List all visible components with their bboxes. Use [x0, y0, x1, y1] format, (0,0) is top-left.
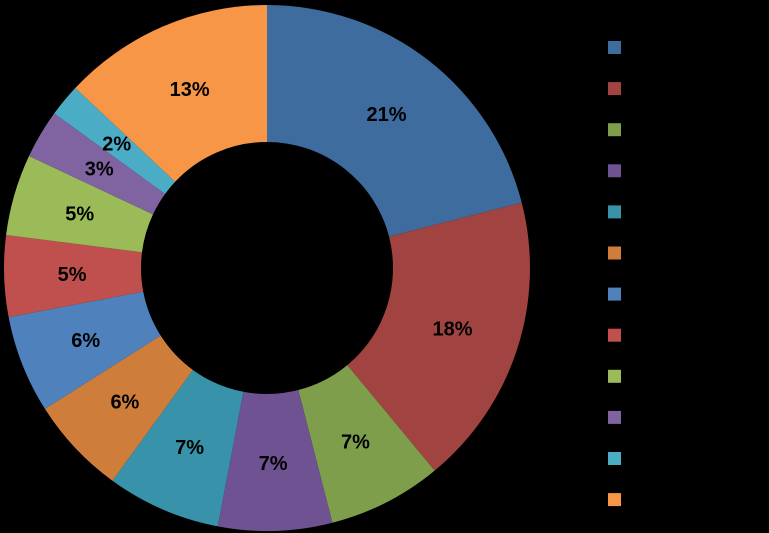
- donut-segment-9: [6, 156, 153, 253]
- data-label-8: 5%: [58, 264, 87, 286]
- donut-segment-4: [217, 390, 333, 532]
- data-label-7: 6%: [71, 330, 100, 352]
- legend-swatch-5: [608, 205, 621, 219]
- legend-swatch-2: [608, 82, 621, 96]
- data-label-5: 7%: [175, 437, 204, 459]
- donut-segment-12: [75, 5, 267, 182]
- legend-swatch-9: [608, 369, 621, 383]
- donut-segment-8: [3, 235, 144, 318]
- donut-segment-1: [267, 5, 522, 237]
- legend-swatch-6: [608, 246, 621, 260]
- legend-swatch-8: [608, 328, 621, 342]
- data-label-6: 6%: [110, 392, 139, 414]
- donut-segment-2: [347, 202, 531, 471]
- data-label-1: 21%: [366, 104, 406, 126]
- donut-segment-10: [29, 113, 166, 215]
- legend-swatch-10: [608, 410, 621, 424]
- legend-swatch-3: [608, 123, 621, 137]
- donut-segment-6: [44, 335, 193, 481]
- legend-swatch-7: [608, 287, 621, 301]
- data-label-2: 18%: [432, 318, 472, 340]
- legend-swatch-12: [608, 493, 621, 507]
- legend-swatch-4: [608, 164, 621, 178]
- data-label-4: 7%: [259, 453, 288, 475]
- data-label-12: 13%: [170, 79, 210, 101]
- donut-segment-3: [298, 365, 435, 523]
- donut-segment-5: [112, 369, 244, 527]
- donut-segment-7: [8, 291, 161, 409]
- donut-segment-11: [54, 87, 176, 194]
- legend-swatch-11: [608, 452, 621, 465]
- data-label-11: 2%: [102, 134, 131, 156]
- data-label-9: 5%: [65, 204, 94, 226]
- legend-swatch-1: [608, 41, 621, 54]
- data-label-3: 7%: [341, 432, 370, 454]
- data-label-10: 3%: [85, 159, 114, 181]
